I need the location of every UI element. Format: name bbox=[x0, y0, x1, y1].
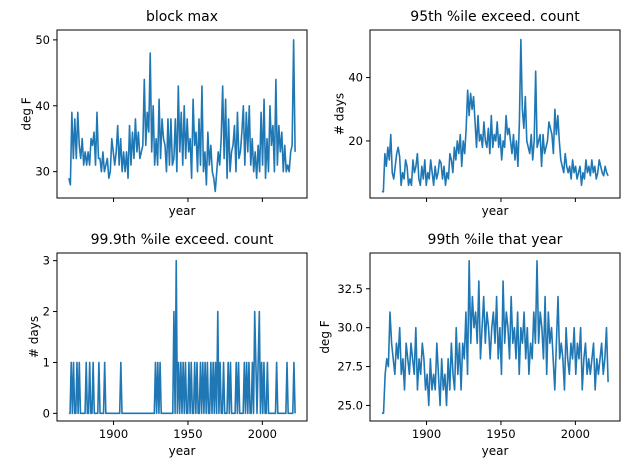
plot-frame bbox=[369, 252, 621, 422]
y-tick-label: 0 bbox=[43, 406, 50, 420]
chart-title: 95th %ile exceed. count bbox=[410, 9, 580, 25]
x-axis-label: year bbox=[482, 204, 509, 218]
series-line bbox=[381, 38, 609, 193]
y-tick-label: 3 bbox=[43, 254, 50, 268]
y-axis-label: # days bbox=[27, 316, 41, 358]
plot-frame bbox=[369, 29, 621, 199]
x-tick-label: 1900 bbox=[99, 427, 128, 441]
x-tick-label: 1950 bbox=[486, 427, 515, 441]
chart-title: block max bbox=[146, 9, 218, 25]
series-line bbox=[68, 259, 296, 415]
x-tick-label: 2000 bbox=[561, 427, 590, 441]
y-tick-label: 30 bbox=[35, 165, 50, 179]
series-line bbox=[68, 39, 296, 193]
y-tick-label: 50 bbox=[35, 33, 50, 47]
x-axis-label: year bbox=[169, 204, 196, 218]
x-tick-label: 1950 bbox=[173, 427, 202, 441]
y-axis-label: # days bbox=[333, 93, 347, 135]
y-axis-label: deg F bbox=[20, 97, 34, 130]
y-tick-label: 25.0 bbox=[337, 398, 363, 412]
x-tick-label: 1900 bbox=[412, 427, 441, 441]
y-tick-label: 40 bbox=[348, 71, 363, 85]
chart-title: 99th %ile that year bbox=[428, 232, 563, 248]
chart-title: 99.9th %ile exceed. count bbox=[91, 232, 274, 248]
series-line bbox=[381, 259, 609, 415]
y-axis-label: deg F bbox=[318, 320, 332, 353]
plot-frame bbox=[56, 252, 308, 422]
y-tick-label: 2 bbox=[43, 305, 50, 319]
y-tick-label: 40 bbox=[35, 99, 50, 113]
y-tick-label: 30.0 bbox=[337, 321, 363, 335]
y-tick-label: 27.5 bbox=[337, 360, 363, 374]
y-tick-label: 1 bbox=[43, 355, 50, 369]
y-tick-label: 20 bbox=[348, 134, 363, 148]
x-tick-label: 2000 bbox=[248, 427, 277, 441]
x-axis-label: year bbox=[169, 444, 196, 458]
x-axis-label: year bbox=[482, 444, 509, 458]
y-tick-label: 32.5 bbox=[337, 282, 363, 296]
plot-frame bbox=[56, 29, 308, 199]
